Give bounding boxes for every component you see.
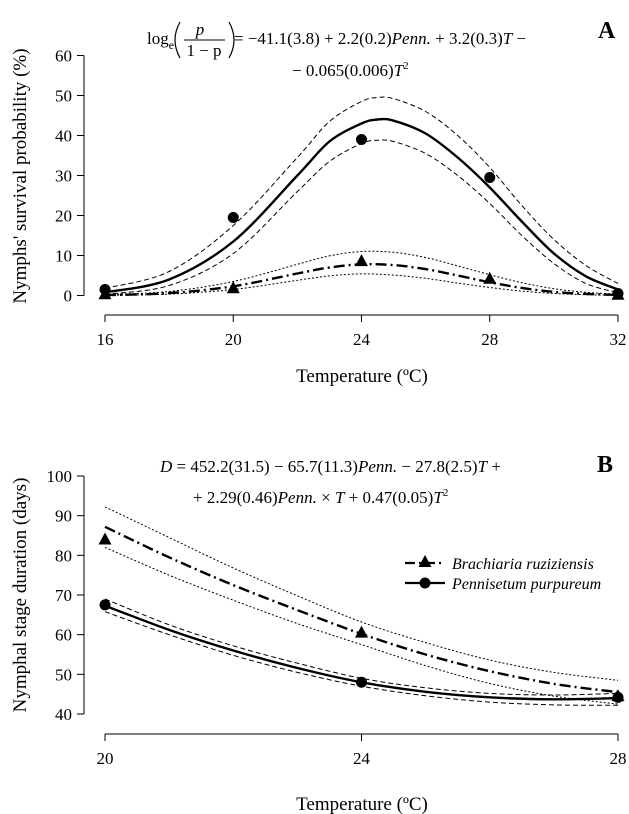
panel-a: A loge p 1 − p = −41.1(3.8) + 2.2(0.2)Pe… [10, 18, 627, 387]
panel-b-equation: D = 452.2(31.5) − 65.7(11.3)Penn. − 27.8… [159, 457, 501, 507]
panel-a-series-0-ci-upper [104, 96, 619, 289]
panel-a-y-tick-label: 50 [55, 87, 72, 106]
panel-a-series-0-point [356, 134, 367, 145]
panel-b-y-tick-label: 60 [55, 626, 72, 645]
panel-a-x-tick-label: 32 [610, 330, 627, 349]
panel-a-eq-line1: = −41.1(3.8) + 2.2(0.2)Penn. + 3.2(0.3)T… [234, 29, 526, 48]
panel-b-x-ticks: 20 24 28 [97, 734, 627, 768]
panel-a-eq-numerator: p [195, 20, 205, 39]
panel-b-series-1-point [356, 676, 367, 688]
panel-a-series-0-ci-lower [104, 139, 619, 295]
panel-a-y-tick-label: 40 [55, 127, 72, 146]
panel-a-y-tick-label: 30 [55, 167, 72, 186]
panel-a-series-1-point [226, 281, 240, 294]
panel-b-series-1-point [99, 599, 111, 611]
panel-b-y-tick-label: 80 [55, 546, 72, 565]
legend-pennisetum-marker [419, 577, 431, 589]
panel-a-x-tick-label: 20 [225, 330, 242, 349]
panel-a-y-tick-label: 60 [55, 47, 72, 66]
legend-brachiaria-marker [418, 555, 432, 567]
panel-a-equation: loge p 1 − p = −41.1(3.8) + 2.2(0.2)Penn… [147, 20, 526, 80]
panel-b-y-tick-label: 40 [55, 705, 72, 724]
panel-a-series-0-point [484, 172, 496, 183]
panel-b-y-tick-label: 70 [55, 586, 72, 605]
panel-a-series-1-point [355, 254, 368, 267]
panel-a-series-1-point [98, 287, 112, 300]
panel-b-x-tick-label: 24 [353, 749, 371, 768]
panel-a-series-1-point [483, 271, 497, 284]
panel-b-y-label: Nymphal stage duration (days) [10, 478, 31, 713]
panel-a-x-tick-label: 16 [97, 330, 114, 349]
panel-b-plot-area [98, 506, 625, 706]
panel-a-eq-denominator: 1 − p [186, 41, 221, 60]
panel-a-series-0-fit-line [104, 117, 619, 294]
legend-brachiaria-label: Brachiaria ruziziensis [452, 556, 594, 573]
panel-a-label: A [598, 18, 616, 44]
panel-a-eq-log: loge [147, 29, 174, 52]
panel-a-eq-lparen [174, 21, 181, 59]
panel-b-y-tick-label: 50 [55, 665, 72, 684]
panel-a-y-label: Nymphs' survival probability (%) [10, 48, 31, 303]
panel-b-legend: Brachiaria ruziziensis Pennisetum purpur… [405, 555, 601, 593]
panel-a-x-tick-label: 24 [353, 330, 371, 349]
legend-item-pennisetum: Pennisetum purpureum [405, 576, 601, 593]
panel-a-eq-line2: − 0.065(0.006)T2 [292, 60, 409, 80]
panel-b-series-0-point [355, 625, 368, 638]
legend-item-brachiaria: Brachiaria ruziziensis [405, 555, 594, 573]
legend-pennisetum-label: Pennisetum purpureum [451, 576, 601, 593]
panel-b-label: B [597, 452, 613, 478]
panel-b-y-tick-label: 100 [47, 467, 73, 486]
panel-b-x-tick-label: 20 [97, 749, 114, 768]
panel-b: B D = 452.2(31.5) − 65.7(11.3)Penn. − 27… [10, 452, 627, 814]
panel-a-x-tick-label: 28 [481, 330, 498, 349]
panel-b-x-tick-label: 28 [610, 749, 627, 768]
panel-a-series-1-ci-lower [104, 273, 619, 296]
panel-b-series-1-point [612, 691, 624, 703]
panel-b-y-ticks: 40 50 60 70 80 90 100 [47, 467, 84, 724]
panel-a-series-1-point [611, 287, 625, 300]
panel-b-series-0-fit-line [104, 525, 619, 694]
panel-b-series-0-point [98, 532, 112, 545]
panel-a-series-0-point [227, 212, 239, 223]
panel-b-y-tick-label: 90 [55, 507, 72, 526]
panel-a-x-ticks: 16 20 24 28 32 [97, 315, 627, 349]
panel-b-series-0-ci-upper [104, 506, 619, 681]
panel-b-x-label: Temperature (ºC) [296, 794, 428, 814]
panel-a-y-ticks: 0 10 20 30 40 50 60 [55, 47, 84, 306]
panel-a-y-tick-label: 10 [55, 247, 72, 266]
panel-b-eq-line2: + 2.29(0.46)Penn. × T + 0.47(0.05)T2 [193, 487, 448, 507]
panel-a-x-label: Temperature (ºC) [296, 366, 428, 387]
panel-a-eq-rparen [228, 21, 235, 59]
panel-b-eq-line1: D = 452.2(31.5) − 65.7(11.3)Penn. − 27.8… [159, 457, 501, 476]
panel-a-y-tick-label: 0 [64, 287, 73, 306]
panel-a-y-tick-label: 20 [55, 207, 72, 226]
panel-a-plot-area [98, 96, 625, 300]
